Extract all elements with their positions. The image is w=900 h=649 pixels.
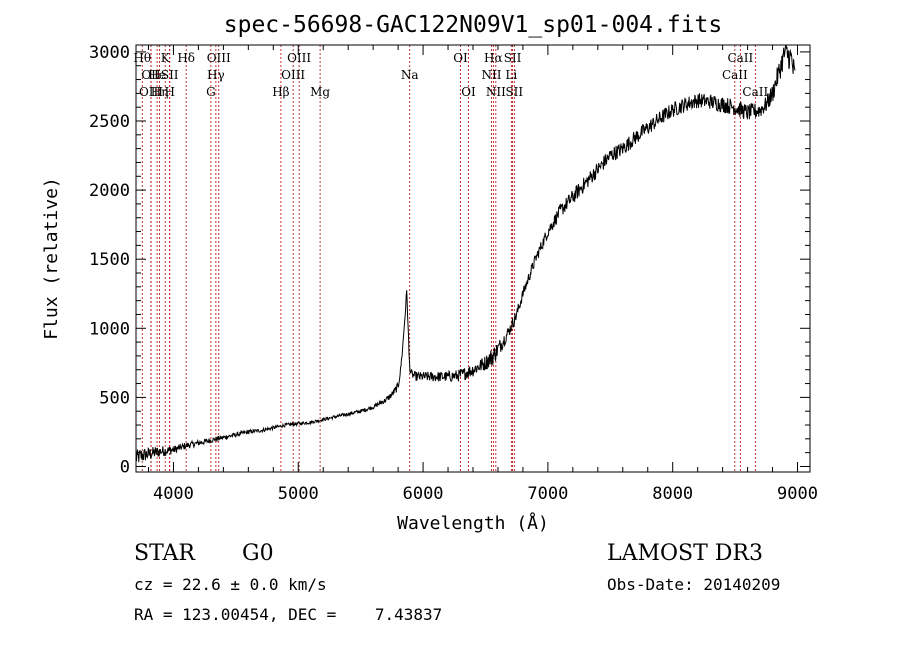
spectral-line-label: G	[206, 85, 216, 99]
survey-name: LAMOST DR3	[607, 541, 763, 566]
x-tick-label: 6000	[403, 484, 444, 504]
x-tick-label: 4000	[153, 484, 194, 504]
y-axis-label: Flux (relative)	[41, 177, 62, 340]
x-axis-label: Wavelength (Å)	[397, 512, 549, 534]
y-tick-label: 1500	[89, 250, 130, 270]
y-tick-label: 500	[99, 388, 130, 408]
spectral-line-label: Hθ	[133, 51, 151, 65]
spectral-line-label: CaII	[722, 68, 748, 82]
spectral-line-labels: Hθ OII OIII He Hη K H SII Hδ G Hγ OIII Hβ OIII OIII Mg N…	[133, 51, 768, 99]
y-tick-label: 2000	[89, 181, 130, 201]
redshift-cz: cz = 22.6 ± 0.0 km/s	[134, 575, 327, 594]
y-tick-label: 2500	[89, 112, 130, 132]
spectral-line-label: Mg	[310, 85, 330, 99]
spectral-line-label: CaII	[727, 51, 753, 65]
spectral-line-label: OIII	[207, 51, 231, 65]
spectral-line-label: H	[164, 85, 174, 99]
y-tick-label: 3000	[89, 43, 130, 63]
spectral-line-label: OIII	[139, 85, 163, 99]
spectral-line-label: OI	[453, 51, 468, 65]
spectral-line-label: Hα	[484, 51, 503, 65]
spectral-line-label: NII	[481, 68, 501, 82]
x-tick-label: 9000	[777, 484, 818, 504]
spectral-line-label: Hγ	[207, 68, 225, 82]
x-tick-label: 5000	[278, 484, 319, 504]
spectral-line-label: OIII	[287, 51, 311, 65]
spectral-line-label: OI	[461, 85, 476, 99]
object-class: STAR	[134, 541, 196, 566]
chart-title: spec-56698-GAC122N09V1_sp01-004.fits	[224, 12, 723, 38]
spectral-line-label: Hβ	[272, 85, 289, 99]
plot-frame	[135, 44, 811, 473]
object-subclass: G0	[242, 541, 274, 566]
observation-date: Obs-Date: 20140209	[607, 575, 780, 594]
x-tick-label: 7000	[527, 484, 568, 504]
spectral-line-label: Li	[505, 68, 517, 82]
spectral-line-label: Hδ	[177, 51, 195, 65]
spectral-line-label: CaII	[742, 85, 768, 99]
spectral-line-markers	[141, 45, 756, 472]
spectral-line-label: SII	[504, 51, 522, 65]
y-tick-label: 1000	[89, 319, 130, 339]
spectral-line-label: OIII	[281, 68, 305, 82]
spectral-line-label: Hη	[151, 85, 169, 99]
spectral-line-label: SII	[505, 85, 523, 99]
spectral-line-label: OII	[141, 68, 161, 82]
coordinates: RA = 123.00454, DEC = 7.43837	[134, 605, 442, 624]
axis-ticks: 4000 5000 6000 7000 8000 9000 0 500 1000 1500 2000…	[89, 43, 818, 504]
spectral-line-label: SII	[161, 68, 179, 82]
y-tick-label: 0	[120, 457, 130, 477]
flux-series-line	[135, 44, 796, 463]
spectral-line-label: NII	[486, 85, 506, 99]
spectral-line-label: K	[161, 51, 171, 65]
spectral-line-label: Na	[401, 68, 419, 82]
spectral-line-label: He	[148, 68, 166, 82]
x-tick-label: 8000	[652, 484, 693, 504]
